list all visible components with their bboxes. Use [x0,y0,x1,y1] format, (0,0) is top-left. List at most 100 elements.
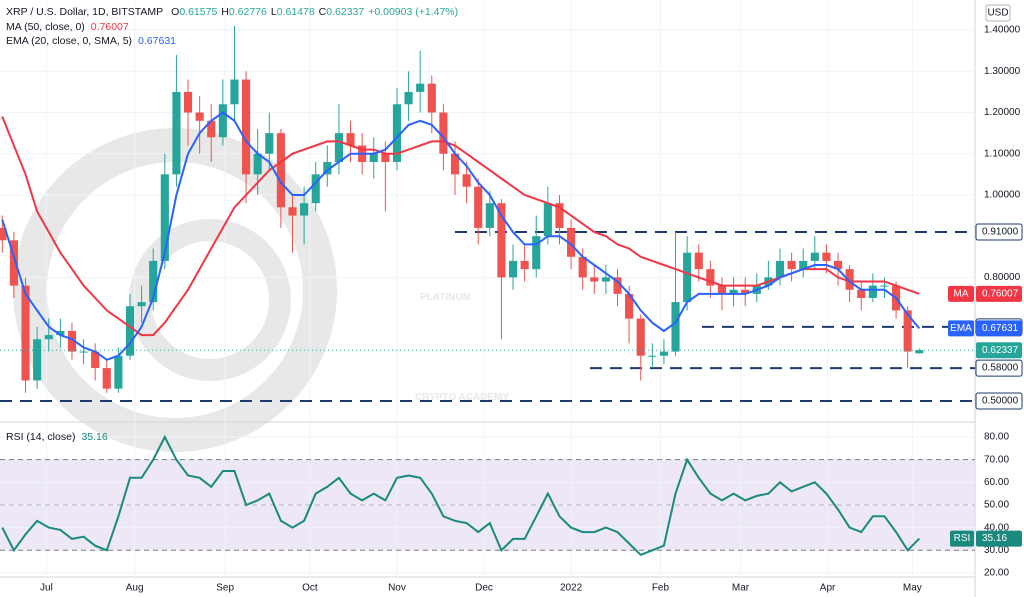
price-badge [976,342,1022,359]
level-label: 0.50000 [982,396,1019,407]
candle-body [485,203,494,228]
currency-box[interactable] [985,4,1011,22]
indicator-badge-label: 0.76007 [982,288,1019,299]
ema-value: 0.67631 [138,35,176,47]
candle-body [230,79,239,105]
x-tick-label: Mar [732,583,750,594]
candle-body [439,112,448,154]
symbol: XRP / U.S. Dollar, 1D, BITSTAMP [6,6,163,18]
level-label: 0.91000 [982,227,1019,238]
y-tick-label: 1.30000 [984,66,1021,77]
rsi-tick-label: 70.00 [984,454,1009,465]
y-tick-label: 1.10000 [984,148,1021,159]
y-tick-label: 1.40000 [984,25,1021,36]
ema-label: EMA (20, close, 0, SMA, 5) [6,35,132,47]
candle-body [450,153,460,175]
rsi-tick-label: 80.00 [984,432,1009,443]
indicator-badge [976,320,1022,337]
x-tick-label: Aug [126,583,144,594]
indicator-tag [948,285,974,302]
ma-label: MA (50, close, 0) [6,21,85,33]
candle-body [625,293,634,319]
ohlc-key: H [221,6,229,18]
candle-body [590,277,599,282]
watermark-text: CRYPTO ACADEMY [415,392,509,403]
x-tick-label: May [903,583,922,594]
candle-body [845,269,854,290]
candle-body [44,335,53,340]
rsi-tag [950,530,974,547]
candle-body [172,91,181,175]
candle-body [567,227,576,257]
candle-body [33,339,42,381]
candle-body [810,252,819,261]
candle-body [102,368,111,389]
candle-body [822,252,831,261]
rsi-tick-label: 60.00 [984,477,1009,488]
rsi-tag-label: RSI [954,533,971,544]
candle-body [369,153,378,162]
candle-body [334,133,343,162]
level-badge [975,359,1023,377]
x-tick-label: Apr [820,583,836,594]
candle-body [427,83,436,113]
candle-body [67,330,77,352]
x-tick-label: Feb [652,583,670,594]
candle-body [404,91,413,105]
rsi-value: 35.16 [81,431,107,443]
ohlc-value: 0.62337 [326,6,364,18]
candle-body [346,133,355,146]
candle-body [265,133,274,154]
candle-body [9,240,18,286]
currency: USD [987,8,1008,19]
candle-body [706,269,715,286]
candle-body [242,79,251,175]
candle-body [497,203,506,278]
candle-body [195,112,204,121]
candle-body [671,302,680,352]
candle-body [160,174,169,261]
candle-body [915,350,924,354]
rsi-line [1,434,921,556]
candle-body [555,203,564,228]
indicator-badge [976,285,1022,302]
candle-body [578,256,587,278]
candle-body [508,260,518,278]
price-badge-label: 0.62337 [982,345,1019,356]
indicator-tag-label: EMA [950,323,972,334]
candle-body [613,277,622,294]
rsi-badge-label: 35.16 [982,533,1007,544]
candle-body [114,355,123,389]
rsi-label: RSI (14, close) [6,431,75,443]
candle-body [183,91,193,113]
candle-body [0,227,7,241]
x-tick-label: Sep [216,583,234,594]
level-badge [975,392,1023,410]
change: +0.00903 (+1.47%) [368,6,458,18]
candle-body [300,203,309,216]
candle-body [218,104,227,138]
candle-body [741,289,750,294]
x-tick-label: Jul [40,583,53,594]
legend-row: RSI (14, close) 35.16 [6,431,108,443]
x-tick-label: Nov [388,583,406,594]
candle-body [659,351,668,356]
candle-body [636,318,645,356]
candle-body [253,153,262,175]
candle-body [532,236,541,270]
legend-row: XRP / U.S. Dollar, 1D, BITSTAMP O0.61575 H… [6,6,458,18]
y-tick-label: 1.00000 [984,190,1021,201]
x-tick-label: Oct [302,583,318,594]
candle-body [520,260,529,270]
rsi-tick-label: 40.00 [984,522,1009,533]
ohlc-key: L [271,6,277,18]
ohlc-value: 0.61575 [179,6,217,18]
y-tick-label: 1.20000 [984,107,1021,118]
candle-body [857,289,866,298]
candle-body [880,285,889,287]
candle-body [474,186,483,228]
candle-body [207,120,216,138]
candle-body [775,260,785,278]
candle-body [381,153,390,162]
candle-body [276,133,285,208]
